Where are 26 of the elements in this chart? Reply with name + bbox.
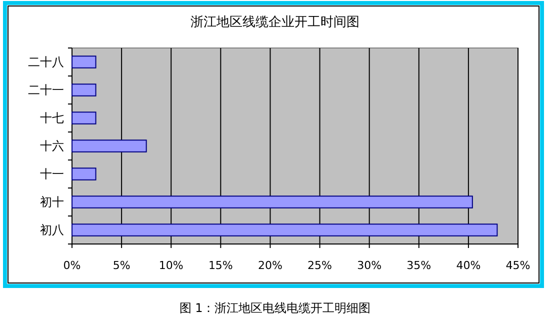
x-tick-label: 30% bbox=[357, 259, 382, 272]
x-tick-label: 45% bbox=[506, 259, 530, 272]
chart-title: 浙江地区线缆企业开工时间图 bbox=[190, 15, 360, 30]
bar bbox=[72, 168, 96, 180]
bar bbox=[72, 84, 96, 96]
x-tick-label: 40% bbox=[456, 259, 481, 272]
bar bbox=[72, 224, 498, 236]
bar bbox=[72, 112, 96, 124]
bar bbox=[72, 56, 96, 68]
caption: 图 1：浙江地区电线电缆开工明细图 bbox=[179, 301, 371, 315]
y-tick-label: 十六 bbox=[40, 139, 64, 153]
y-tick-label: 二十一 bbox=[28, 83, 64, 97]
x-tick-label: 0% bbox=[63, 259, 81, 272]
x-tick-label: 10% bbox=[158, 259, 184, 272]
y-tick-label: 初八 bbox=[40, 223, 64, 237]
x-tick-label: 35% bbox=[406, 259, 432, 272]
x-tick-label: 15% bbox=[208, 259, 233, 272]
bar bbox=[72, 196, 473, 208]
y-tick-label: 十一 bbox=[40, 167, 64, 181]
y-tick-label: 初十 bbox=[40, 195, 64, 209]
y-tick-label: 十七 bbox=[40, 111, 64, 125]
x-tick-label: 20% bbox=[258, 259, 282, 272]
x-tick-label: 25% bbox=[308, 259, 332, 272]
y-tick-label: 二十八 bbox=[28, 55, 64, 69]
bar bbox=[72, 140, 147, 152]
x-tick-label: 5% bbox=[112, 259, 130, 272]
